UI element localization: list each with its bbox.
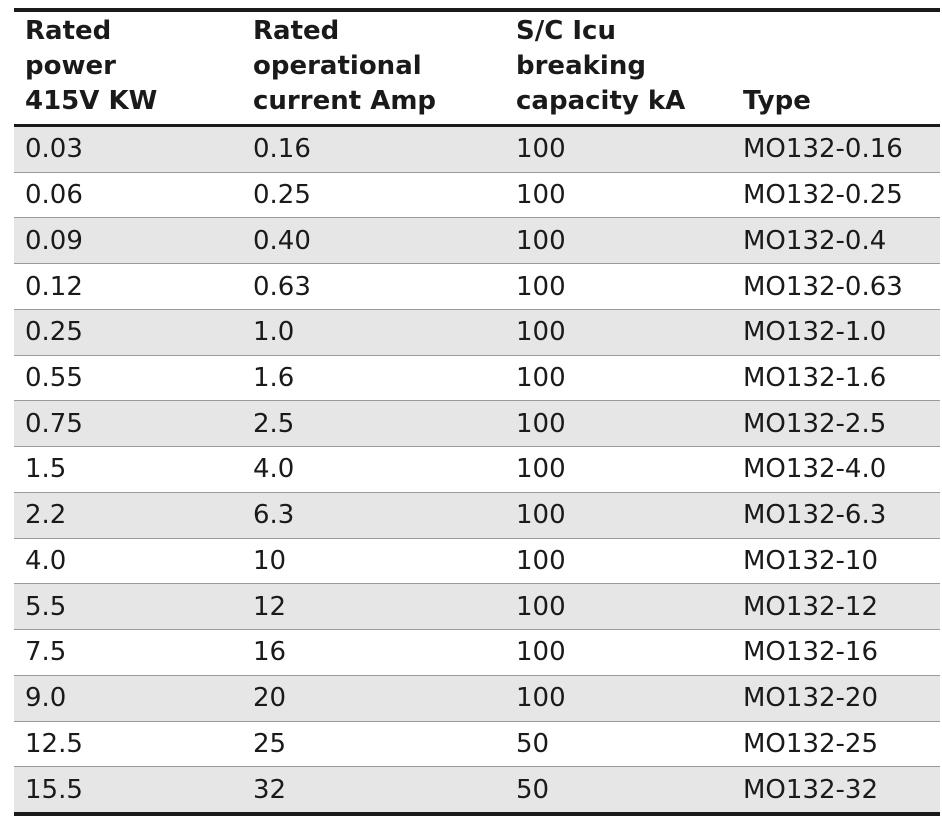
table-cell: 100 [516, 363, 566, 394]
table-cell: 9.0 [25, 683, 67, 714]
header-line: breaking [516, 51, 646, 81]
table-cell: 0.25 [25, 317, 83, 348]
table-cell: 1.0 [253, 317, 295, 348]
table-row: 15.5 32 50 MO132-32 [14, 767, 940, 813]
table-body: 0.03 0.16 100 MO132-0.16 0.06 0.25 100 MO132-0.… [0, 127, 942, 813]
table-cell: 5.5 [25, 591, 67, 622]
table-row: 2.2 6.3 100 MO132-6.3 [14, 492, 940, 539]
table-cell: MO132-4.0 [743, 454, 887, 485]
table-cell: 0.16 [253, 134, 311, 165]
table-cell: 100 [516, 408, 566, 439]
table-row: 4.0 10 100 MO132-10 [14, 539, 940, 585]
header-rule [14, 124, 940, 127]
table-row: 0.25 1.0 100 MO132-1.0 [14, 309, 940, 356]
table-row: 0.06 0.25 100 MO132-0.25 [14, 173, 940, 219]
table-cell: MO132-1.0 [743, 317, 887, 348]
table-cell: 100 [516, 591, 566, 622]
table-cell: 0.55 [25, 363, 83, 394]
header-line: operational [253, 51, 422, 81]
header-line: capacity kA [516, 86, 686, 116]
table-row: 0.55 1.6 100 MO132-1.6 [14, 356, 940, 402]
table-row: 7.5 16 100 MO132-16 [14, 630, 940, 676]
table-cell: 0.03 [25, 134, 83, 165]
table-cell: 32 [253, 774, 287, 805]
table-cell: 0.25 [253, 180, 311, 211]
header-line: S/C Icu [516, 16, 616, 46]
bottom-rule [14, 812, 940, 816]
table-cell: MO132-0.16 [743, 134, 903, 165]
header-cell: S/C Icu breaking capacity kA [516, 14, 685, 119]
table-cell: 2.2 [25, 500, 67, 531]
table-row: 0.12 0.63 100 MO132-0.63 [14, 264, 940, 310]
table-cell: 100 [516, 134, 566, 165]
table-cell: 16 [253, 637, 287, 668]
header-line: 415V KW [25, 86, 158, 116]
table-cell: 100 [516, 683, 566, 714]
table-cell: 100 [516, 500, 566, 531]
table-cell: 20 [253, 683, 287, 714]
table-cell: 1.5 [25, 454, 67, 485]
table-cell: MO132-2.5 [743, 408, 887, 439]
table-row: 9.0 20 100 MO132-20 [14, 675, 940, 722]
table-row: 0.03 0.16 100 MO132-0.16 [14, 127, 940, 173]
table-cell: 10 [253, 545, 287, 576]
table-cell: 0.09 [25, 225, 83, 256]
table-cell: MO132-32 [743, 774, 878, 805]
table-cell: 100 [516, 637, 566, 668]
table-cell: 50 [516, 774, 550, 805]
table-cell: 4.0 [25, 545, 67, 576]
table-row: 5.5 12 100 MO132-12 [14, 584, 940, 631]
table-cell: 100 [516, 271, 566, 302]
header-line: Rated [253, 16, 340, 46]
table-cell: 7.5 [25, 637, 67, 668]
table-cell: 100 [516, 180, 566, 211]
table-cell: 0.12 [25, 271, 83, 302]
table-cell: 0.63 [253, 271, 311, 302]
table-cell: 100 [516, 317, 566, 348]
table-cell: MO132-16 [743, 637, 878, 668]
header-line: Type [743, 86, 811, 116]
table-cell: MO132-0.63 [743, 271, 903, 302]
table-cell: 0.75 [25, 408, 83, 439]
top-rule [14, 8, 940, 12]
header-line: Rated [25, 16, 112, 46]
table-cell: MO132-20 [743, 683, 878, 714]
table-cell: MO132-0.4 [743, 225, 887, 256]
table-cell: 12 [253, 591, 287, 622]
table-cell: MO132-25 [743, 728, 878, 759]
header-line: power [25, 51, 116, 81]
table-cell: 100 [516, 225, 566, 256]
table-cell: 2.5 [253, 408, 295, 439]
table-cell: 4.0 [253, 454, 295, 485]
table-row: 12.5 25 50 MO132-25 [14, 722, 940, 768]
table-cell: MO132-10 [743, 545, 878, 576]
table-cell: 0.06 [25, 180, 83, 211]
header-cell: Rated operational current Amp [253, 14, 436, 119]
table-cell: 12.5 [25, 728, 83, 759]
table-cell: MO132-1.6 [743, 363, 887, 394]
table-row: 1.5 4.0 100 MO132-4.0 [14, 447, 940, 493]
table-cell: 25 [253, 728, 287, 759]
table-cell: 1.6 [253, 363, 295, 394]
table-cell: MO132-6.3 [743, 500, 887, 531]
table-cell: 15.5 [25, 774, 83, 805]
table-cell: 0.40 [253, 225, 311, 256]
header-cell: Rated power 415V KW [25, 14, 157, 119]
header-line: current Amp [253, 86, 437, 116]
table-cell: 100 [516, 454, 566, 485]
table-row: 0.09 0.40 100 MO132-0.4 [14, 218, 940, 265]
table-cell: MO132-12 [743, 591, 878, 622]
table-cell: 100 [516, 545, 566, 576]
table-row: 0.75 2.5 100 MO132-2.5 [14, 401, 940, 448]
table-cell: 50 [516, 728, 550, 759]
header-cell: Type [743, 84, 811, 119]
table-header: Rated power 415V KW Rated operational current… [0, 12, 942, 125]
table-cell: MO132-0.25 [743, 180, 903, 211]
table-cell: 6.3 [253, 500, 295, 531]
